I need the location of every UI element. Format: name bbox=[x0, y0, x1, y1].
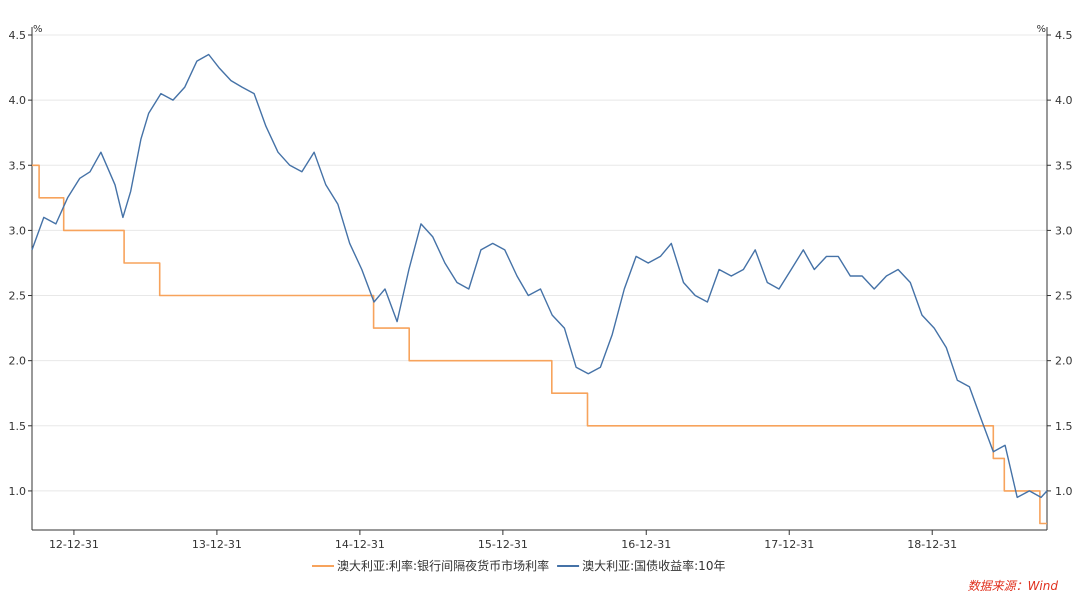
y-tick-label-left: 1.5 bbox=[9, 420, 27, 433]
y-tick-label-left: 2.0 bbox=[9, 355, 27, 368]
y-tick-label-right: 3.5 bbox=[1055, 159, 1073, 172]
source-note: 数据来源：Wind bbox=[968, 579, 1059, 593]
y-tick-label-left: 4.5 bbox=[9, 29, 27, 42]
x-tick-label: 14-12-31 bbox=[335, 538, 385, 551]
x-tick-label: 12-12-31 bbox=[49, 538, 99, 551]
series-layer bbox=[31, 53, 1048, 525]
x-tick-label: 17-12-31 bbox=[764, 538, 814, 551]
y-tick-label-right: 2.5 bbox=[1055, 290, 1073, 303]
legend-label-2: 澳大利亚:国债收益率:10年 bbox=[582, 558, 725, 573]
y-tick-label-right: 3.0 bbox=[1055, 224, 1073, 237]
y-tick-label-right: 1.5 bbox=[1055, 420, 1073, 433]
grid-lines bbox=[32, 34, 1047, 492]
y-tick-label-right: 4.0 bbox=[1055, 94, 1073, 107]
series-line-1 bbox=[32, 164, 1047, 525]
x-tick-label: 16-12-31 bbox=[621, 538, 671, 551]
legend-label-1: 澳大利亚:利率:银行间隔夜货币市场利率 bbox=[337, 558, 549, 573]
legend: 澳大利亚:利率:银行间隔夜货币市场利率 澳大利亚:国债收益率:10年 bbox=[312, 558, 725, 573]
y-unit-left: % bbox=[33, 24, 43, 35]
y-tick-label-left: 4.0 bbox=[9, 94, 27, 107]
x-tick-label: 13-12-31 bbox=[192, 538, 242, 551]
y-tick-label-right: 4.5 bbox=[1055, 29, 1073, 42]
x-tick-label: 18-12-31 bbox=[907, 538, 957, 551]
y-tick-label-right: 2.0 bbox=[1055, 355, 1073, 368]
y-tick-label-left: 3.0 bbox=[9, 224, 27, 237]
y-unit-right: % bbox=[1036, 24, 1046, 35]
x-tick-label: 15-12-31 bbox=[478, 538, 528, 551]
series-line-2 bbox=[31, 53, 1048, 499]
y-tick-label-left: 3.5 bbox=[9, 159, 27, 172]
y-tick-label-right: 1.0 bbox=[1055, 485, 1073, 498]
axes: 1.0 1.0 1.5 1.5 2.0 2.0 2.5 2.5 3.0 3.0 3.5 3.5 4.0 4… bbox=[9, 24, 1073, 551]
y-tick-label-left: 1.0 bbox=[9, 485, 27, 498]
y-tick-label-left: 2.5 bbox=[9, 290, 27, 303]
